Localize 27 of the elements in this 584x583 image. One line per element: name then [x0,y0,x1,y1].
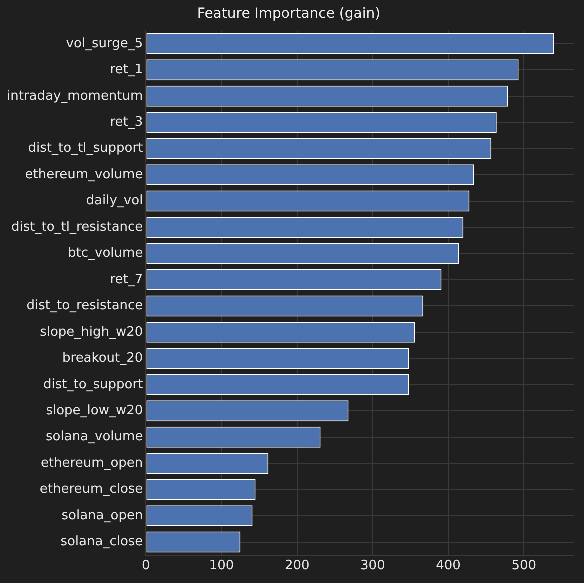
y-tick-label: intraday_momentum [6,88,144,104]
x-tick-label: 0 [142,558,150,574]
x-tick-label: 400 [436,558,461,574]
chart-title: Feature Importance (gain) [197,6,381,22]
y-tick-label: daily_vol [86,194,144,209]
y-tick-label: dist_to_resistance [26,298,144,314]
y-tick-label: breakout_20 [62,351,144,366]
y-tick-label: btc_volume [68,246,144,262]
y-tick-label: ret_3 [110,114,144,130]
y-tick-label: ethereum_volume [25,167,144,182]
y-tick-label: dist_to_tl_resistance [12,220,144,235]
y-tick-label: slope_high_w20 [40,324,144,340]
y-tick-label: ret_1 [110,62,144,78]
x-tick-label: 500 [512,558,537,574]
y-tick-label: solana_close [60,534,144,550]
y-tick-label: dist_to_support [43,377,144,392]
y-tick-label: solana_open [62,508,144,524]
y-tick-label: dist_to_tl_support [28,141,144,156]
y-tick-label: ret_7 [110,272,144,288]
y-tick-label: ethereum_close [40,482,144,498]
x-tick-label: 100 [209,558,234,574]
y-tick-label: vol_surge_5 [66,36,144,52]
x-tick-label: 300 [360,558,386,574]
y-tick-label: solana_volume [46,430,144,445]
x-tick-label: 200 [284,558,310,574]
y-tick-label: slope_low_w20 [46,404,144,419]
y-tick-label: ethereum_open [40,456,144,471]
